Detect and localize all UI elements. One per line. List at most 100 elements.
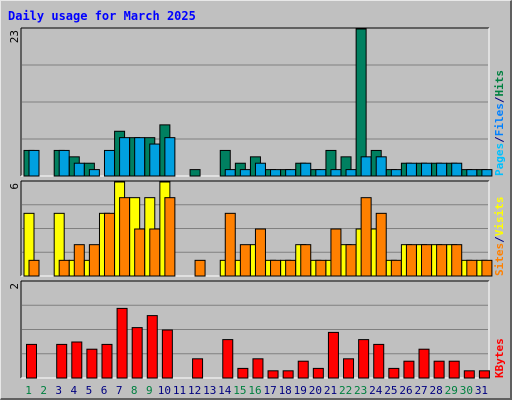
x-tick-label: 5 [86, 384, 93, 397]
x-tick-label: 21 [324, 384, 337, 397]
x-tick-label: 10 [158, 384, 171, 397]
bar-kbytes-day-21 [327, 331, 339, 379]
bar-sites-day-4 [73, 244, 85, 277]
bar-kbytes-day-29 [448, 360, 460, 379]
bar-sites-day-12 [194, 259, 206, 277]
bar-files-day-3 [58, 149, 70, 177]
bar-sites-day-3 [58, 259, 70, 277]
bar-kbytes-day-15 [237, 367, 249, 379]
bar-files-day-25 [390, 169, 402, 177]
bar-sites-day-7 [119, 197, 131, 277]
bar-hits-day-23 [355, 28, 367, 177]
bar-files-day-21 [330, 169, 342, 177]
legend-kbytes: KBytes [493, 338, 506, 378]
y-max-label: 6 [8, 183, 21, 190]
x-tick-label: 15 [233, 384, 246, 397]
x-tick-label: 7 [116, 384, 123, 397]
bar-files-day-17 [270, 169, 282, 177]
bar-kbytes-day-4 [71, 341, 83, 379]
x-tick-label: 18 [279, 384, 292, 397]
legend-item: KBytes [493, 338, 506, 378]
legend-visits-sites: Sites/Visits [493, 197, 506, 277]
x-tick-label: 30 [460, 384, 473, 397]
legend-item: Pages [493, 143, 506, 176]
bar-sites-day-22 [345, 244, 357, 277]
panel-visits-sites: 6 Sites/Visits [8, 180, 506, 277]
x-tick-label: 9 [146, 384, 153, 397]
x-tick-label: 20 [309, 384, 322, 397]
bar-kbytes-day-23 [358, 339, 370, 379]
legend-item: Files [493, 103, 506, 136]
bar-sites-day-24 [375, 212, 387, 277]
x-tick-label: 6 [101, 384, 108, 397]
bar-files-day-18 [285, 169, 297, 177]
bar-sites-day-31 [481, 259, 493, 277]
bar-kbytes-day-20 [312, 367, 324, 379]
x-tick-label: 28 [430, 384, 443, 397]
bar-files-day-9 [149, 143, 161, 177]
bar-sites-day-28 [436, 244, 448, 277]
legend-item: / [493, 136, 506, 143]
y-max-label: 23 [8, 30, 21, 43]
bar-kbytes-day-14 [222, 339, 234, 379]
chart-title: Daily usage for March 2025 [8, 9, 196, 23]
x-tick-label: 19 [294, 384, 307, 397]
bar-files-day-16 [254, 162, 266, 177]
bar-kbytes-day-12 [192, 358, 204, 379]
bar-files-day-19 [300, 162, 312, 177]
bar-sites-day-15 [239, 244, 251, 277]
x-axis-labels: 1 2 3 4 5 6 7 8 9 10 11 12 13 14 15 16 17 18 19 20 21 22 23 24 2… [25, 384, 488, 397]
bar-kbytes-day-30 [463, 370, 475, 379]
x-tick-label: 3 [55, 384, 62, 397]
bar-files-day-28 [436, 162, 448, 177]
bar-hits-day-12 [189, 169, 201, 177]
x-tick-label: 24 [369, 384, 383, 397]
bar-sites-day-10 [164, 197, 176, 277]
bar-kbytes-day-16 [252, 358, 264, 379]
bar-sites-day-9 [149, 228, 161, 277]
x-tick-label: 4 [71, 384, 78, 397]
bar-kbytes-day-5 [86, 348, 98, 379]
x-tick-label: 14 [218, 384, 232, 397]
bar-kbytes-day-19 [297, 360, 309, 379]
bar-files-day-1 [28, 149, 40, 177]
panel-kbytes: 2 KBytes [8, 280, 506, 379]
bar-kbytes-day-6 [101, 343, 113, 379]
legend-item: / [493, 236, 506, 243]
x-tick-label: 11 [173, 384, 186, 397]
bar-kbytes-day-8 [131, 327, 143, 379]
bar-files-day-8 [134, 137, 146, 177]
x-tick-label: 27 [414, 384, 427, 397]
x-tick-label: 29 [445, 384, 458, 397]
bar-sites-day-20 [315, 259, 327, 277]
x-tick-label: 8 [131, 384, 138, 397]
bar-kbytes-day-7 [116, 307, 128, 379]
x-tick-label: 13 [203, 384, 216, 397]
bar-kbytes-day-26 [403, 360, 415, 379]
bar-files-day-26 [405, 162, 417, 177]
bar-files-day-29 [451, 162, 463, 177]
x-tick-label: 31 [475, 384, 488, 397]
x-tick-label: 12 [188, 384, 201, 397]
bar-kbytes-day-1 [26, 343, 37, 379]
bar-sites-day-21 [330, 228, 342, 277]
bar-files-day-15 [239, 169, 251, 177]
bar-sites-day-5 [88, 244, 100, 277]
legend-hits-files-pages: Pages/Files/Hits [493, 70, 506, 176]
bar-kbytes-day-17 [267, 370, 279, 379]
bar-kbytes-day-22 [343, 358, 355, 379]
x-tick-label: 23 [354, 384, 367, 397]
bar-sites-day-26 [405, 244, 417, 277]
bar-sites-day-18 [285, 259, 297, 277]
x-tick-label: 16 [248, 384, 261, 397]
x-tick-label: 25 [384, 384, 397, 397]
legend-item: Hits [493, 70, 506, 97]
bar-kbytes-day-25 [388, 367, 400, 379]
bar-kbytes-day-28 [433, 360, 445, 379]
bar-files-day-22 [345, 169, 357, 177]
bar-kbytes-day-18 [282, 370, 294, 379]
bar-files-day-7 [119, 137, 131, 177]
bar-files-day-14 [224, 169, 236, 177]
bar-files-day-23 [360, 156, 372, 177]
